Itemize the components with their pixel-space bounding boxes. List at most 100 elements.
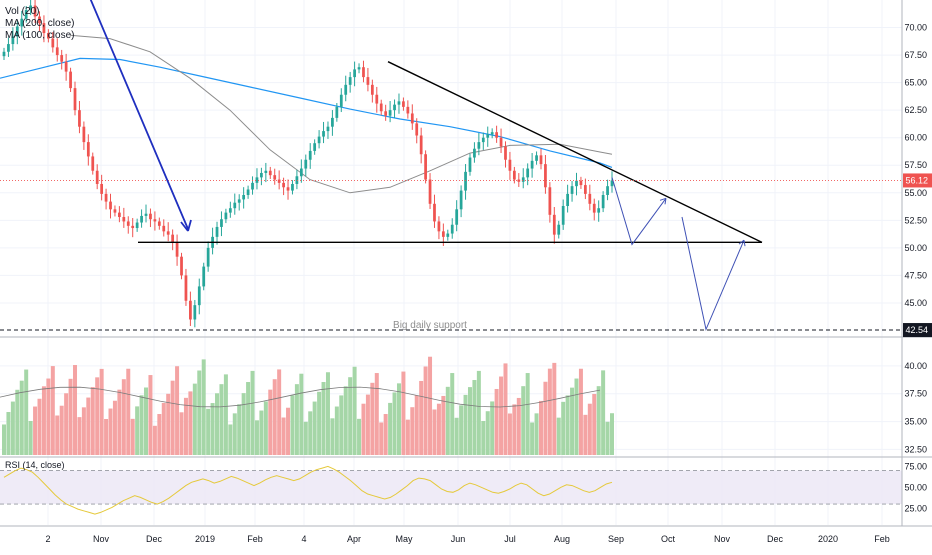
candle-body [131, 225, 135, 229]
candle-body [180, 256, 183, 276]
volume-tick-label: 32.50 [904, 444, 927, 454]
volume-bar [494, 388, 499, 455]
price-tick-label: 55.00 [904, 188, 927, 198]
volume-bar [64, 393, 69, 455]
volume-bars [2, 356, 614, 455]
candle-body [100, 183, 104, 194]
candle-body [51, 38, 55, 48]
volume-bar [99, 368, 104, 455]
candle-body [575, 180, 578, 187]
volume-bar [485, 411, 490, 455]
downtrend-arrow [89, 0, 189, 230]
volume-bar [334, 406, 339, 455]
volume-bar [543, 381, 548, 455]
candle-body [459, 190, 463, 210]
volume-bar [561, 401, 566, 455]
price-tick-label: 67.50 [904, 50, 927, 60]
volume-bar [321, 382, 326, 455]
legend: Vol (20) MA (200, close) MA (100, close) [5, 6, 74, 42]
volume-bar [374, 373, 379, 455]
candle-body [78, 110, 81, 127]
volume-bar [383, 414, 388, 455]
volume-bar [77, 417, 82, 455]
volume-bar [290, 395, 295, 455]
last-price-label: 56.12 [905, 175, 928, 185]
volume-bar [410, 407, 415, 455]
legend-ma100: MA (100, close) [5, 30, 75, 41]
volume-bar [37, 398, 42, 455]
volume-bar [601, 370, 606, 455]
candle-body [268, 170, 272, 176]
candle-body [153, 219, 157, 222]
candle-body [588, 193, 592, 204]
rsi-legend: RSI (14, close) [5, 460, 65, 470]
candle-body [175, 242, 179, 257]
volume-bar [428, 356, 433, 455]
volume-bar [73, 365, 78, 455]
candle-body [140, 215, 143, 223]
candle-body [228, 208, 232, 213]
volume-bar [183, 397, 188, 455]
candle-body [82, 126, 86, 143]
candle-body [335, 106, 339, 118]
candle-body [215, 226, 219, 237]
volume-bar [476, 370, 481, 455]
volume-bar [55, 415, 60, 455]
volume-bar [365, 394, 370, 455]
candle-body [512, 170, 516, 180]
volume-bar [219, 384, 224, 455]
volume-bar [534, 413, 539, 455]
candle-body [521, 177, 525, 182]
volume-bar [95, 377, 100, 455]
candle-body [441, 231, 445, 237]
candle-body [370, 84, 374, 95]
candle-body [379, 103, 383, 112]
triangle-resistance-line [387, 61, 763, 243]
candle-body [583, 185, 587, 194]
volume-bar [556, 417, 561, 455]
volume-bar [339, 395, 344, 455]
volume-bar [28, 420, 33, 455]
volume-bar [538, 400, 543, 455]
volume-bar [90, 387, 95, 455]
rsi-band [0, 470, 902, 505]
volume-bar [170, 380, 175, 455]
x-tick-label: Apr [347, 534, 361, 544]
candle-body [299, 168, 303, 177]
x-tick-label: Nov [93, 534, 110, 544]
candle-body [122, 217, 126, 222]
candle-body [530, 160, 534, 169]
volume-bar [552, 362, 557, 455]
volume-bar [50, 366, 55, 455]
volume-bar [272, 379, 277, 455]
x-tick-label: Sep [608, 534, 624, 544]
volume-bar [15, 389, 20, 455]
volume-tick-label: 35.00 [904, 417, 927, 427]
candle-body [47, 33, 50, 39]
volume-tick-label: 37.50 [904, 389, 927, 399]
volume-bar [312, 401, 317, 455]
volume-bar [10, 401, 15, 455]
volume-tick-label: 40.00 [904, 361, 927, 371]
volume-bar [499, 376, 504, 455]
rsi-range-band [0, 470, 902, 505]
candle-body [86, 142, 90, 157]
candle-body [539, 155, 543, 165]
candle-body [468, 157, 472, 172]
ma200-line [0, 57, 613, 168]
volume-bar [419, 380, 424, 455]
volume-bar [423, 366, 428, 455]
price-tick-label: 47.50 [904, 270, 927, 280]
volume-bar [263, 401, 268, 455]
candle-body [517, 179, 521, 182]
volume-bar [370, 382, 375, 455]
volume-bar [41, 386, 46, 455]
candle-body [366, 77, 370, 85]
candle-body [184, 275, 188, 301]
x-tick-label: Feb [874, 534, 890, 544]
candle-body [566, 193, 569, 207]
volume-bar [175, 366, 180, 455]
volume-bar [232, 413, 237, 455]
candle-body [273, 175, 277, 180]
